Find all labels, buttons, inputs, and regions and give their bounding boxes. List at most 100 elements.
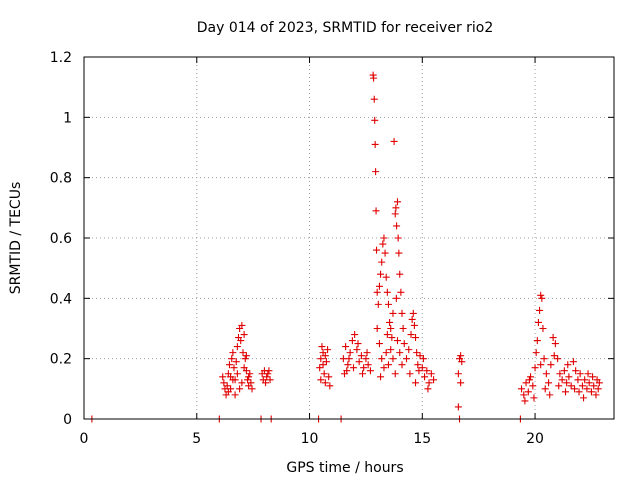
data-point [384,300,392,308]
data-point [458,358,466,366]
data-point [554,355,562,363]
data-point [324,346,332,354]
data-point [366,367,374,375]
data-point [319,361,327,369]
x-tick-label: 15 [413,431,431,447]
data-point [398,309,406,317]
data-point [406,370,414,378]
y-tick-label: 0.4 [50,291,72,307]
data-point [240,331,248,339]
data-point [389,355,397,363]
chart-title: Day 014 of 2023, SRMTID for receiver rio… [197,20,494,36]
data-point [353,346,361,354]
data-point [377,270,385,278]
data-point [354,340,362,348]
data-point [342,343,350,351]
data-point [567,382,575,390]
data-point [545,379,553,387]
data-point [372,168,380,176]
data-point [233,343,241,351]
data-point [325,373,333,381]
data-point [346,349,354,357]
data-point [414,361,422,369]
data-point [391,370,399,378]
data-point [405,346,413,354]
data-point [357,352,365,360]
data-point [316,364,324,372]
data-point [321,379,329,387]
data-point [521,397,529,405]
x-axis-label: GPS time / hours [286,460,403,476]
data-point [522,379,530,387]
data-point [384,361,392,369]
data-point [423,367,431,375]
y-tick-label: 0.6 [50,231,72,247]
data-point [399,325,407,332]
data-point [410,321,418,329]
data-point [317,376,325,384]
data-point [233,370,241,378]
data-point [412,334,420,342]
grid-lines [84,57,614,419]
data-point [550,352,558,360]
data-point [351,331,359,339]
data-point [375,282,383,290]
y-axis-label: SRMTID / TECUs [8,182,24,295]
data-point [378,258,386,266]
data-point [537,361,545,369]
data-point [246,370,254,378]
data-point [400,340,408,348]
data-point [373,246,381,254]
data-point [569,358,577,366]
data-point [578,382,586,390]
data-point [430,376,438,384]
data-point [238,321,246,329]
data-point [386,318,394,326]
data-point [527,373,535,381]
data-point [389,309,397,317]
plot-frame [83,56,615,420]
y-tick-label: 0 [63,412,72,428]
data-point [560,367,568,375]
data-point [219,373,227,381]
data-point [374,300,382,308]
data-point [381,249,389,257]
data-point [364,361,372,369]
data-point [418,364,426,372]
data-point [454,370,462,378]
data-point [537,291,545,299]
data-point [380,234,388,242]
data-point [375,340,383,348]
data-point [390,137,398,145]
data-point [373,288,381,296]
data-point [562,388,570,396]
data-point [373,325,381,332]
data-point [563,379,571,387]
y-axis-ticks: 0 0.2 0.4 0.6 0.8 1 1.2 [50,50,614,428]
data-point [396,270,404,278]
y-tick-label: 1.2 [50,50,72,66]
data-point [231,391,239,399]
data-point [425,379,433,387]
data-point [370,74,378,82]
data-point [224,388,232,396]
data-point [581,376,589,384]
data-point [558,376,566,384]
data-point [525,376,533,384]
data-point [574,376,582,384]
data-point [225,361,233,369]
data-point [393,337,401,345]
data-point [344,361,352,369]
data-point [363,349,371,357]
data-point [387,346,395,354]
data-point [393,222,401,230]
data-point [380,364,388,372]
data-point [530,394,538,402]
data-point [576,370,584,378]
data-point [518,385,526,393]
data-point [265,367,273,375]
data-point [529,382,537,390]
data-point [220,379,228,387]
data-point [592,391,600,399]
data-point [379,240,387,248]
